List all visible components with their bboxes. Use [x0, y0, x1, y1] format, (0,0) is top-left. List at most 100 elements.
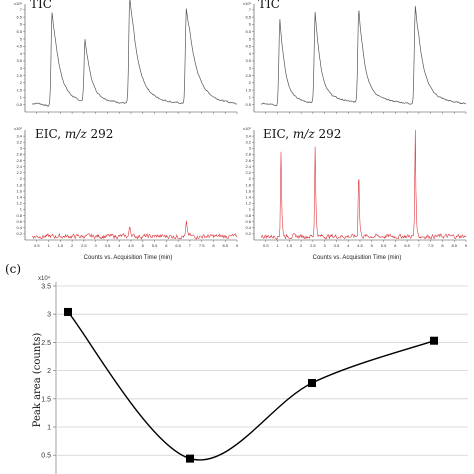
y-tick-label: 4.5 [16, 44, 22, 49]
x-tick-label: 6.5 [175, 243, 181, 248]
peak-area-curve [67, 311, 435, 461]
x-tick-label: 7.5 [428, 243, 434, 248]
chromatogram-trace [31, 0, 238, 107]
x-tick-label: 7 [418, 243, 421, 248]
y-tick-label: 1.6 [245, 188, 251, 193]
y-tick-label: 1.2 [245, 201, 251, 206]
peak-area-panel: 0.5 1 1.5 2 2.5 3 3.5 [41, 282, 468, 474]
y-tick-label: 1 [20, 95, 23, 100]
x-tick-label: 4.5 [357, 243, 363, 248]
y-tick-label: 6 [249, 22, 252, 27]
y-tick-label: 1.6 [16, 188, 22, 193]
x-tick-label: 4.5 [128, 243, 134, 248]
x-tick-label: 8.5 [451, 243, 457, 248]
x-tick-label: 4 [347, 243, 350, 248]
x-tick-label: 7.5 [199, 243, 205, 248]
y-tick-label: 0.2 [16, 231, 22, 236]
y-tick-label: 4.5 [245, 44, 251, 49]
y-tick-label: 0.4 [245, 225, 251, 230]
x-tick-label: 1 [276, 243, 279, 248]
chromatogram-trace [260, 129, 467, 240]
tic-right-title: TIC [258, 0, 280, 11]
y-tick-label: 2.5 [16, 73, 22, 78]
tic-left-panel: 0.5 1 1.5 2 2.5 3 3.5 4 4.5 5 5.5 6 6.5 7 [16, 0, 238, 114]
eic-right-title: EIC, m/z 292 [263, 127, 341, 141]
eic-left-exponent: x10² [14, 126, 22, 131]
data-point-marker [64, 307, 72, 316]
y-tick-label: 5 [249, 36, 252, 41]
x-tick-label: 2.5 [310, 243, 316, 248]
x-tick-label: 3.5 [334, 243, 340, 248]
x-tick-label: 8 [212, 243, 215, 248]
x-tick-label: 8.5 [222, 243, 228, 248]
y-tick-label: 3.2 [16, 140, 22, 145]
y-tick-label: 1 [47, 425, 51, 432]
x-tick-label: 3 [324, 243, 327, 248]
panel-c-exponent: x10⁴ [38, 275, 51, 282]
y-tick-label: 6 [20, 22, 23, 27]
y-tick-label: 4 [249, 51, 252, 56]
x-tick-label: 0.5 [34, 243, 40, 248]
eic-right-exponent: x10² [243, 126, 251, 131]
y-tick-label: 2 [47, 368, 51, 375]
y-tick-label: 2 [20, 80, 23, 85]
y-tick-label: 2.6 [245, 158, 251, 163]
y-tick-label: 1 [20, 207, 23, 212]
x-tick-label: 6 [165, 243, 168, 248]
eic-right-xlabel: Counts vs. Acquisition Time (min) [313, 255, 402, 261]
chromatogram-trace [32, 220, 238, 240]
y-tick-label: 1.4 [16, 195, 22, 200]
x-tick-label: 3 [95, 243, 98, 248]
panel-c-ylabel: Peak area (counts) [32, 333, 43, 428]
y-tick-label: 1.2 [16, 201, 22, 206]
eic-left-panel: 0.20.40.60.811.21.41.61.822.22.42.62.833… [16, 130, 239, 248]
y-tick-label: 0.6 [245, 219, 251, 224]
x-tick-label: 4 [118, 243, 121, 248]
eic-left-title: EIC, m/z 292 [35, 127, 113, 141]
x-tick-label: 5 [371, 243, 374, 248]
y-tick-label: 3 [47, 312, 51, 319]
tic-right-exponent: x10⁵ [243, 1, 251, 6]
tic-right-panel: 0.5 1 1.5 2 2.5 3 3.5 4 4.5 5 5.5 6 6.5 7 [245, 4, 467, 114]
x-tick-label: 6.5 [404, 243, 410, 248]
y-tick-label: 0.8 [245, 213, 251, 218]
eic-left-title-text: EIC, [35, 127, 65, 141]
y-tick-label: 1 [249, 207, 252, 212]
y-tick-label: 2.5 [245, 73, 251, 78]
y-tick-label: 2.8 [16, 152, 22, 157]
x-tick-label: 2 [300, 243, 303, 248]
y-tick-label: 1.8 [245, 182, 251, 187]
y-tick-label: 7 [249, 7, 252, 12]
x-tick-label: 5.5 [152, 243, 158, 248]
x-tick-label: 5 [142, 243, 145, 248]
y-tick-label: 2.4 [245, 164, 251, 169]
x-tick-label: 9 [465, 243, 468, 248]
y-tick-label: 0.2 [245, 231, 251, 236]
x-tick-label: 1.5 [287, 243, 293, 248]
y-tick-label: 6.5 [16, 14, 22, 19]
data-point-marker [430, 336, 438, 345]
y-tick-label: 1 [249, 95, 252, 100]
y-tick-label: 0.4 [16, 225, 22, 230]
y-tick-label: 5.5 [245, 29, 251, 34]
x-tick-label: 3.5 [105, 243, 111, 248]
y-tick-label: 3.4 [16, 133, 22, 138]
y-tick-label: 4 [20, 51, 23, 56]
y-tick-label: 2.8 [245, 152, 251, 157]
data-point-marker [308, 379, 316, 388]
panel-c-label: (c) [5, 262, 21, 276]
x-tick-label: 1 [47, 243, 50, 248]
x-tick-label: 2 [71, 243, 74, 248]
x-tick-label: 1.5 [58, 243, 64, 248]
y-tick-label: 1.5 [16, 87, 22, 92]
y-tick-label: 3 [249, 66, 252, 71]
y-tick-label: 6.5 [245, 14, 251, 19]
x-tick-label: 7 [189, 243, 192, 248]
y-tick-label: 3 [249, 146, 252, 151]
y-tick-label: 0.5 [245, 102, 251, 107]
y-tick-label: 3 [20, 146, 23, 151]
tic-left-exponent: x10⁵ [14, 1, 22, 6]
y-tick-label: 2.5 [41, 340, 51, 347]
y-tick-label: 3.5 [16, 58, 22, 63]
eic-left-xlabel: Counts vs. Acquisition Time (min) [84, 255, 173, 261]
